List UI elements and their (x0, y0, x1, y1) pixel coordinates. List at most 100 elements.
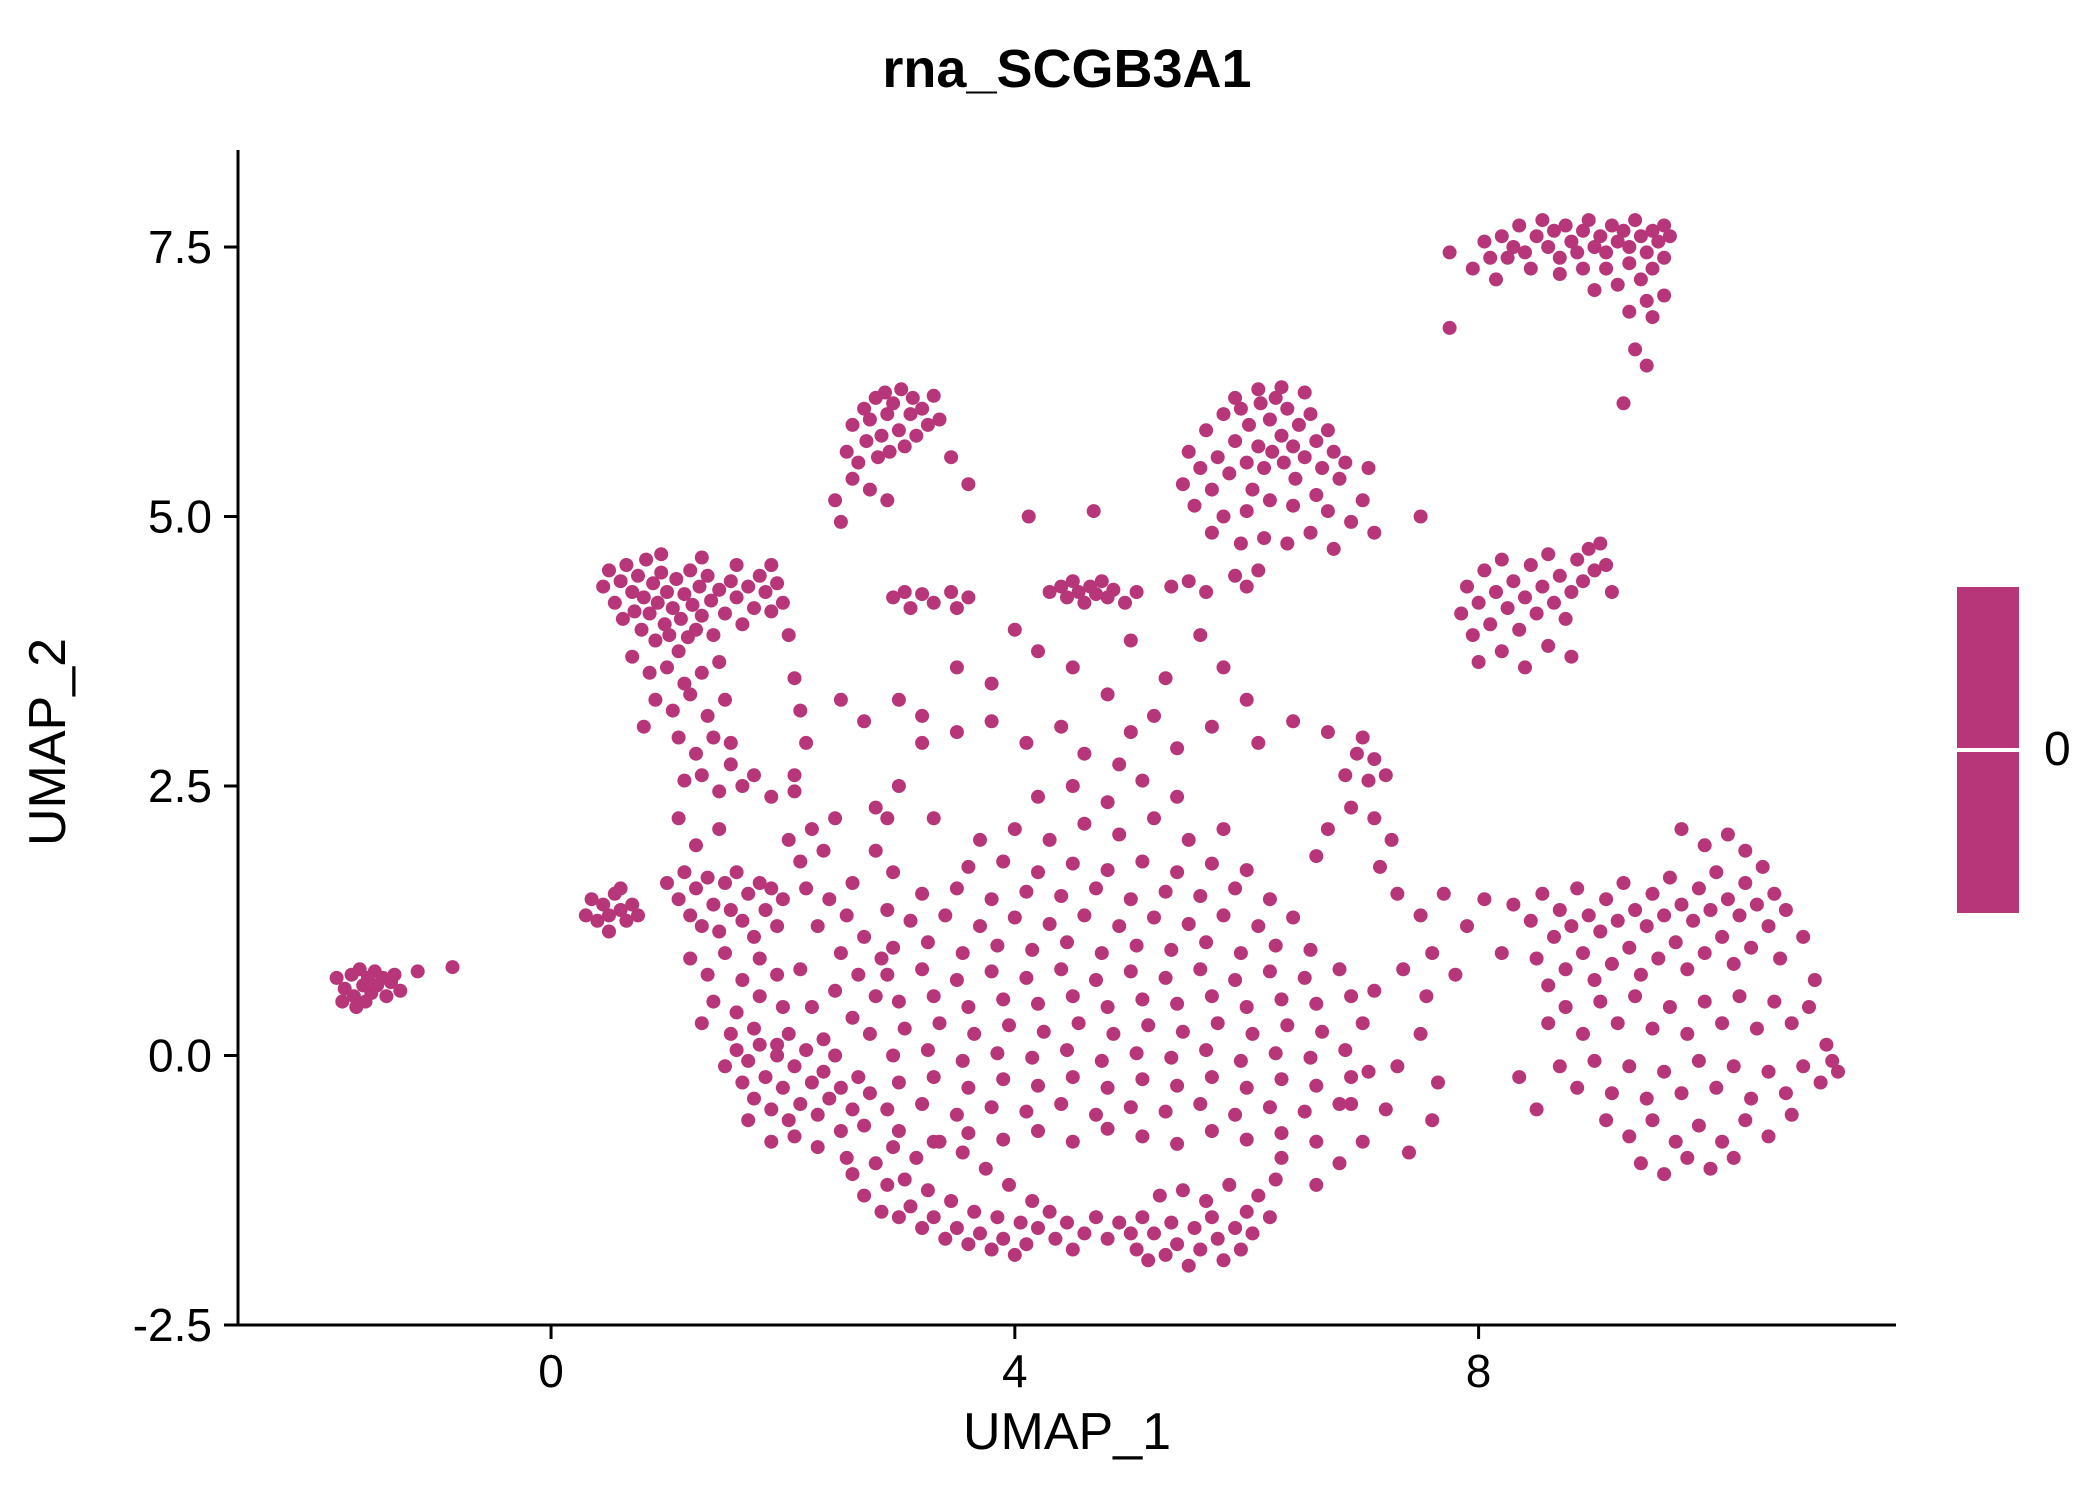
scatter-point (1581, 213, 1596, 228)
scatter-point (990, 1210, 1005, 1225)
scatter-point (671, 811, 686, 826)
scatter-point (781, 832, 796, 847)
scatter-point (1129, 585, 1144, 599)
y-tick-label: 0.0 (148, 1030, 212, 1082)
scatter-point (1355, 730, 1370, 745)
scatter-point (1251, 919, 1266, 934)
scatter-point (1193, 461, 1208, 475)
scatter-point (1100, 1231, 1115, 1246)
scatter-point (1262, 1100, 1277, 1115)
scatter-point (1541, 1016, 1556, 1031)
scatter-point (1454, 606, 1469, 621)
scatter-point (1268, 938, 1283, 953)
scatter-point (897, 1021, 912, 1036)
scatter-point (683, 687, 698, 702)
scatter-point (897, 585, 912, 599)
scatter-point (822, 892, 837, 907)
scatter-point (775, 892, 790, 907)
scatter-point (1709, 1080, 1724, 1095)
scatter-point (1297, 1104, 1312, 1119)
scatter-point (747, 1091, 761, 1106)
scatter-point (926, 989, 941, 1004)
scatter-point (1065, 660, 1080, 675)
scatter-point (1541, 638, 1556, 653)
scatter-point (1384, 832, 1399, 847)
scatter-point (1031, 996, 1045, 1011)
scatter-point (346, 989, 361, 1004)
scatter-point (903, 601, 918, 616)
scatter-point (1297, 450, 1312, 465)
scatter-point (1355, 1134, 1370, 1149)
scatter-point (735, 1075, 750, 1090)
scatter-point (1164, 579, 1179, 594)
scatter-point (1007, 822, 1022, 837)
scatter-point (1691, 1118, 1706, 1133)
scatter-point (1228, 568, 1243, 583)
scatter-point (1077, 746, 1092, 761)
scatter-point (1054, 1097, 1069, 1111)
scatter-point (1094, 946, 1109, 961)
scatter-point (665, 601, 680, 616)
scatter-point (1309, 1134, 1324, 1149)
scatter-point (1518, 245, 1532, 260)
scatter-point (770, 576, 785, 591)
scatter-point (1175, 1024, 1190, 1039)
scatter-point (1170, 1237, 1185, 1252)
scatter-point (1077, 908, 1092, 923)
scatter-point (1065, 856, 1080, 871)
scatter-point (1118, 595, 1132, 610)
scatter-point (1442, 320, 1457, 335)
scatter-point (1651, 234, 1666, 249)
scatter-point (1581, 908, 1596, 923)
scatter-point (1274, 992, 1289, 1007)
scatter-point (1274, 380, 1289, 395)
scatter-point (775, 595, 790, 610)
scatter-point (1645, 310, 1660, 325)
scatter-point (862, 1086, 877, 1101)
scatter-point (1697, 838, 1712, 853)
scatter-point (1778, 1086, 1793, 1101)
scatter-point (1303, 525, 1318, 540)
scatter-point (1628, 213, 1643, 228)
scatter-point (880, 811, 895, 826)
scatter-point (961, 1237, 976, 1252)
scatter-point (1239, 579, 1254, 594)
scatter-point (770, 967, 785, 982)
scatter-point (828, 811, 843, 826)
scatter-point (379, 989, 394, 1004)
scatter-point (1031, 1221, 1045, 1235)
scatter-point (1552, 568, 1567, 583)
x-tick-label: 0 (538, 1345, 564, 1397)
scatter-point (1025, 1050, 1040, 1065)
scatter-point (613, 574, 628, 589)
scatter-point (619, 558, 634, 572)
scatter-point (1065, 1134, 1080, 1149)
scatter-point (915, 1221, 930, 1235)
scatter-point (770, 919, 785, 934)
scatter-point (1738, 843, 1753, 858)
scatter-point (926, 1134, 941, 1149)
scatter-point (915, 735, 930, 750)
scatter-point (1802, 1000, 1816, 1014)
scatter-point (1274, 1126, 1289, 1141)
scatter-point (1361, 1064, 1376, 1079)
scatter-point (1216, 822, 1231, 837)
scatter-point (689, 622, 703, 637)
scatter-point (1181, 574, 1196, 589)
scatter-point (1210, 450, 1225, 465)
scatter-point (1604, 585, 1619, 599)
scatter-point (1570, 245, 1585, 260)
scatter-point (1210, 1231, 1225, 1246)
scatter-point (1002, 1018, 1016, 1033)
scatter-point (1628, 342, 1643, 357)
scatter-point (1100, 1121, 1115, 1136)
scatter-point (810, 1140, 825, 1155)
scatter-point (886, 1140, 901, 1155)
scatter-point (764, 1134, 779, 1149)
scatter-point (1645, 886, 1660, 901)
scatter-point (932, 1016, 947, 1031)
scatter-point (886, 940, 901, 955)
scatter-point (828, 493, 843, 508)
scatter-point (1233, 1053, 1248, 1068)
scatter-point (1204, 482, 1219, 497)
